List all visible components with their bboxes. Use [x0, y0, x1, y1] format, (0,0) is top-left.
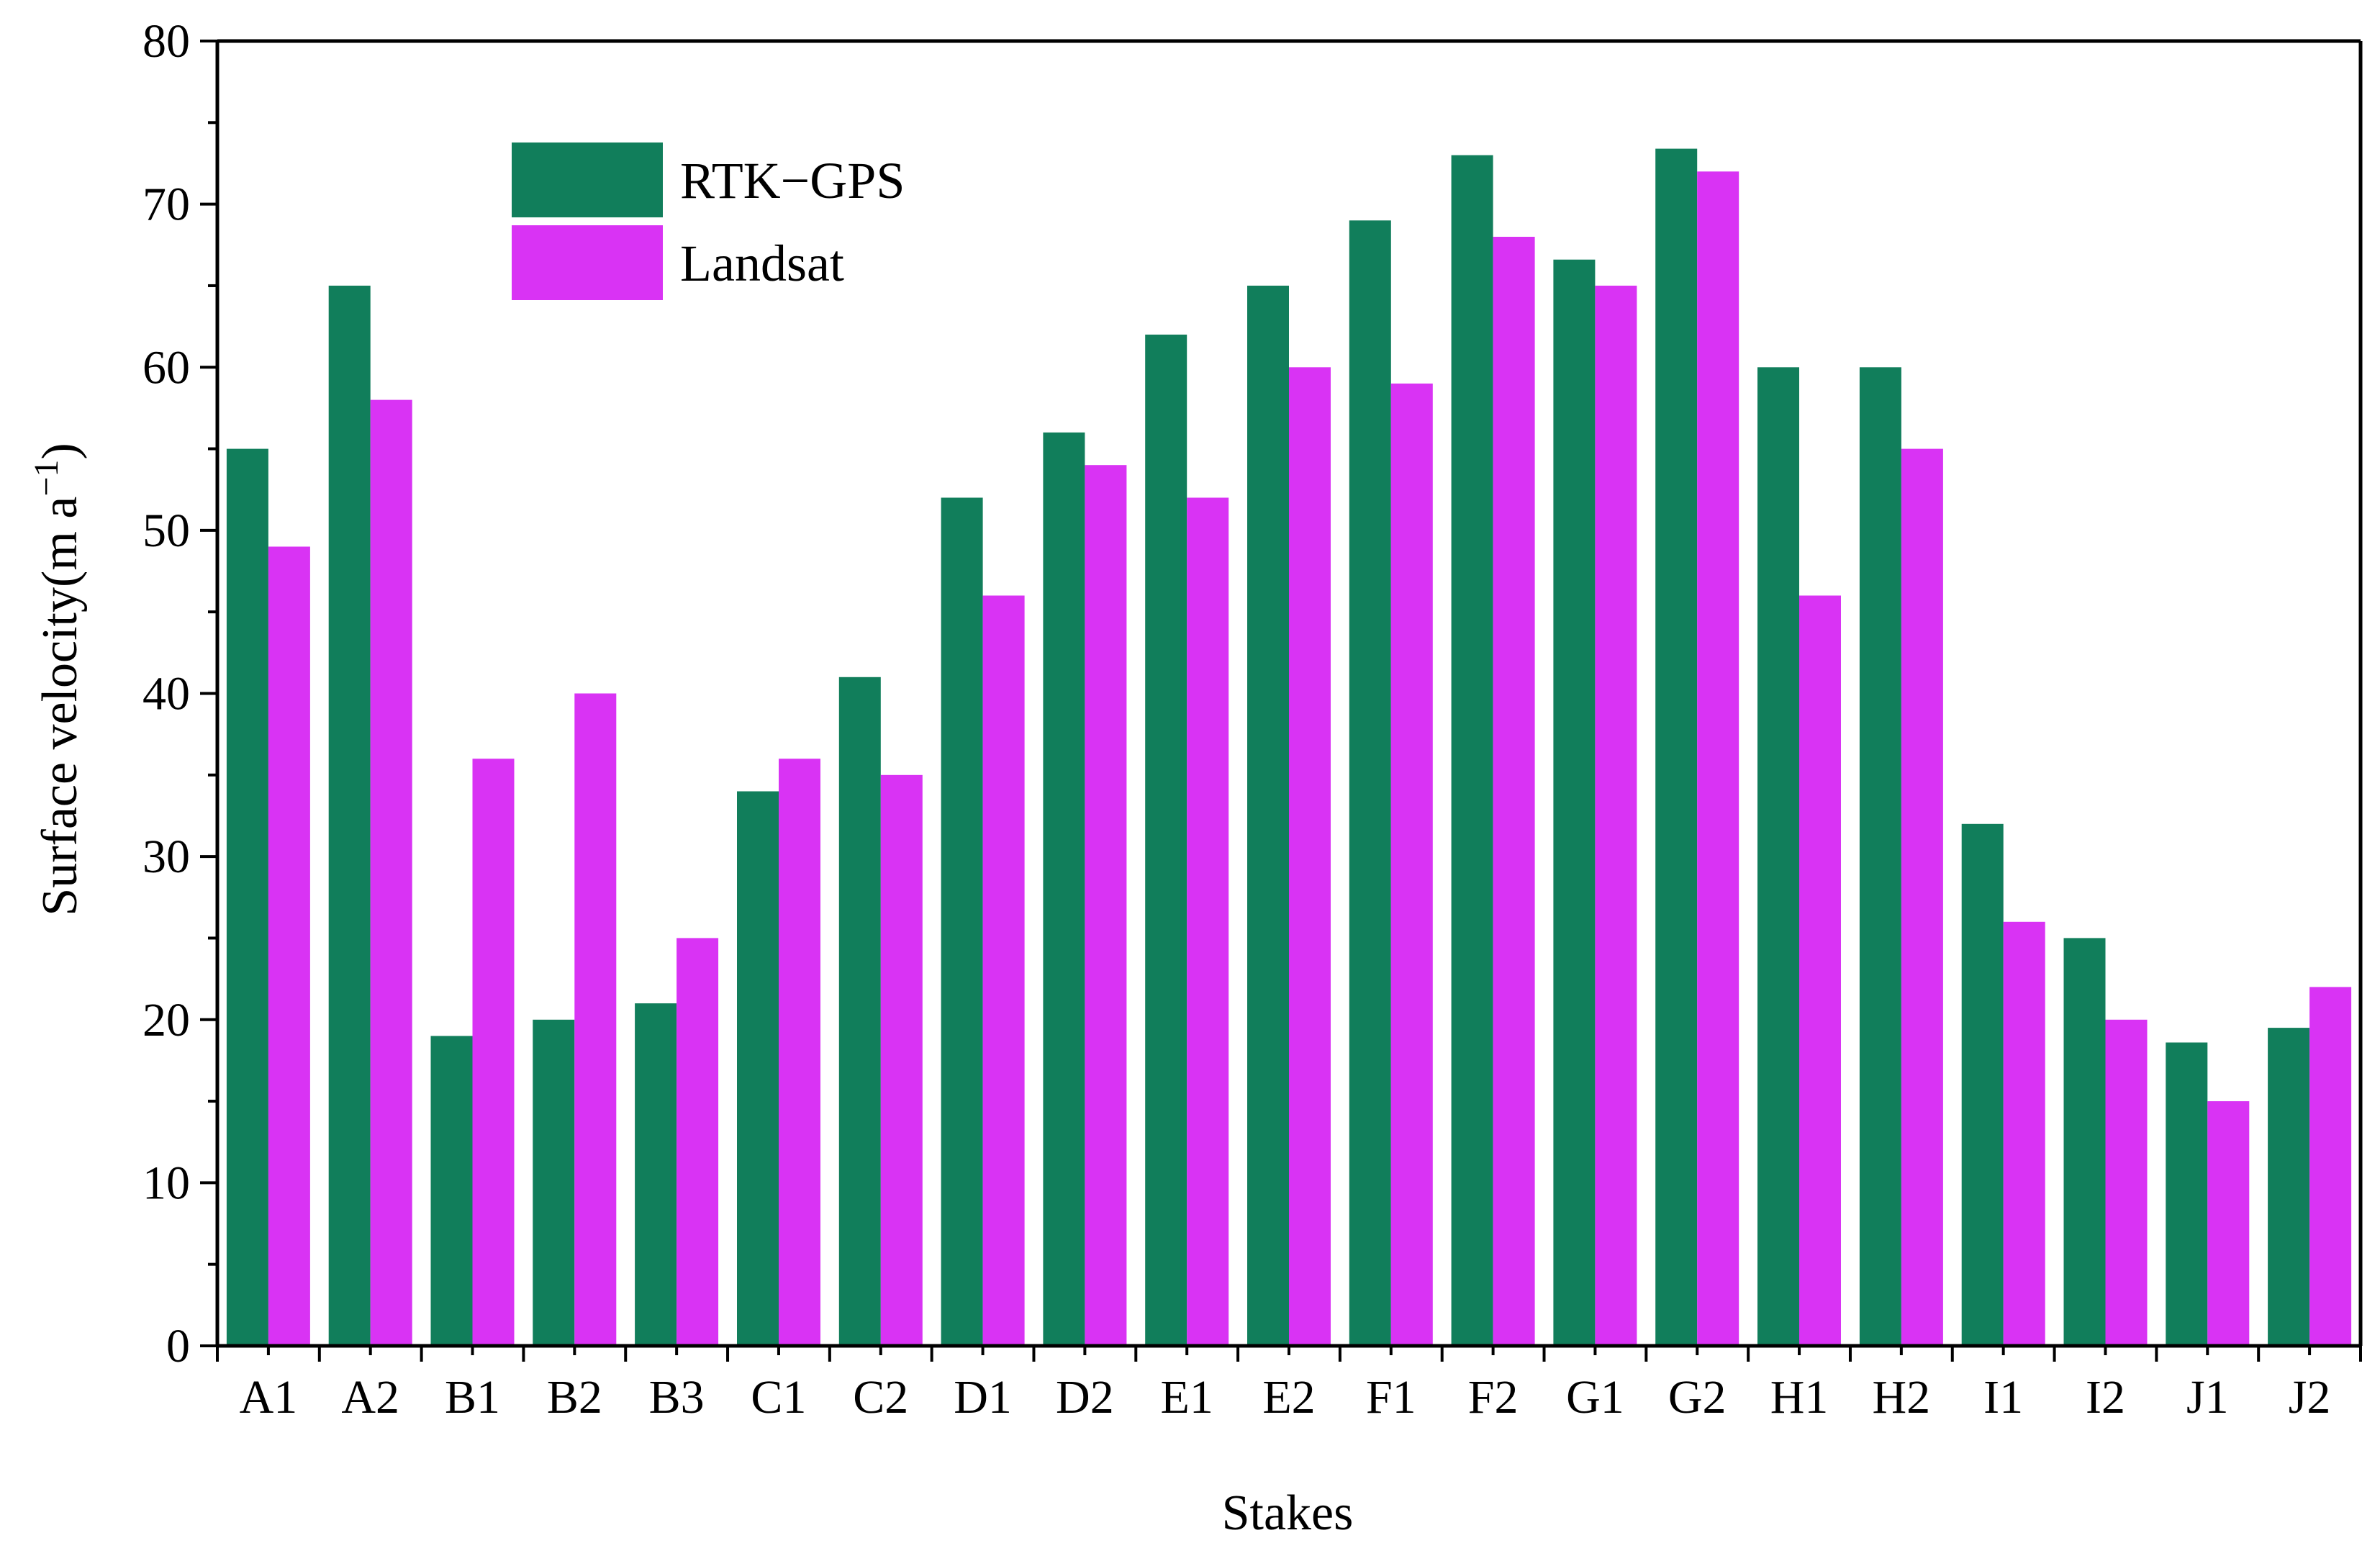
bar-landsat-i2 — [2105, 1019, 2148, 1347]
x-tick-label-h1: H1 — [1770, 1371, 1829, 1424]
bar-rtk-gps-g2 — [1655, 148, 1698, 1347]
bar-landsat-b3 — [677, 938, 719, 1346]
bar-rtk-gps-d2 — [1043, 432, 1085, 1346]
y-tick-label: 60 — [142, 341, 190, 394]
bar-landsat-b2 — [574, 693, 617, 1346]
x-tick-label-b3: B3 — [649, 1371, 705, 1424]
x-tick-label-d2: D2 — [1056, 1371, 1114, 1424]
bar-rtk-gps-h1 — [1757, 367, 1799, 1347]
x-tick-label-i1: I1 — [1983, 1371, 2023, 1424]
legend-label-rtk-gps: RTK−GPS — [680, 152, 905, 209]
bar-rtk-gps-i2 — [2063, 938, 2106, 1346]
bar-landsat-a2 — [370, 399, 412, 1346]
bar-rtk-gps-a2 — [328, 285, 371, 1346]
bar-landsat-g1 — [1595, 285, 1637, 1346]
bar-landsat-a1 — [268, 546, 310, 1346]
bar-rtk-gps-c2 — [838, 677, 881, 1346]
bar-landsat-f2 — [1493, 237, 1535, 1346]
bar-landsat-h2 — [1901, 448, 1943, 1346]
bar-landsat-j2 — [2309, 987, 2352, 1346]
y-tick-label: 10 — [142, 1157, 190, 1209]
y-tick-label: 70 — [142, 178, 190, 231]
bar-landsat-i1 — [2003, 921, 2045, 1346]
x-tick-label-g1: G1 — [1566, 1371, 1624, 1424]
bar-landsat-d1 — [982, 595, 1025, 1346]
x-tick-label-j2: J2 — [2289, 1371, 2331, 1424]
x-tick-label-c1: C1 — [751, 1371, 806, 1424]
legend-swatch-landsat — [512, 225, 663, 300]
x-tick-label-b2: B2 — [547, 1371, 602, 1424]
x-tick-label-h2: H2 — [1873, 1371, 1931, 1424]
y-tick-label: 80 — [142, 15, 190, 68]
y-tick-label: 30 — [142, 831, 190, 883]
bar-landsat-e2 — [1289, 367, 1331, 1347]
x-tick-label-c2: C2 — [853, 1371, 908, 1424]
y-tick-label: 20 — [142, 994, 190, 1046]
x-tick-label-i2: I2 — [2086, 1371, 2125, 1424]
bar-landsat-h1 — [1799, 595, 1841, 1346]
bar-rtk-gps-e2 — [1247, 285, 1289, 1346]
axes-layer: 0 10 20 30 40 50 60 70 80 A1 A2 B1 B2 B3 C1 C2 D1 D2 E1 E2 F… — [142, 15, 2363, 1424]
bar-landsat-b1 — [472, 759, 515, 1346]
x-tick-label-f1: F1 — [1366, 1371, 1416, 1424]
bar-rtk-gps-i1 — [1961, 823, 2004, 1346]
bar-rtk-gps-a1 — [226, 448, 268, 1346]
x-tick-label-e2: E2 — [1262, 1371, 1315, 1424]
bar-rtk-gps-b1 — [430, 1036, 473, 1346]
x-tick-label-a2: A2 — [341, 1371, 399, 1424]
y-axis-title: Surface velocity(m a−1) — [27, 443, 88, 915]
bar-rtk-gps-j1 — [2166, 1042, 2208, 1346]
x-tick-label-e1: E1 — [1161, 1371, 1213, 1424]
bar-rtk-gps-j2 — [2268, 1028, 2310, 1346]
y-axis-title-superscript: −1 — [27, 460, 65, 497]
bar-landsat-e1 — [1187, 497, 1229, 1346]
bar-rtk-gps-h2 — [1859, 367, 1901, 1347]
bar-rtk-gps-g1 — [1553, 259, 1596, 1347]
bar-landsat-j1 — [2207, 1101, 2250, 1346]
x-axis-title: Stakes — [1222, 1485, 1354, 1541]
bar-rtk-gps-b3 — [635, 1003, 677, 1346]
x-tick-label-j1: J1 — [2186, 1371, 2229, 1424]
y-tick-label: 50 — [142, 505, 190, 557]
bar-landsat-c1 — [779, 759, 820, 1346]
legend: RTK−GPS Landsat — [512, 143, 905, 300]
bar-rtk-gps-e1 — [1145, 334, 1187, 1346]
bar-rtk-gps-f1 — [1349, 220, 1391, 1346]
y-axis-title-text: Surface velocity(m a — [32, 497, 88, 916]
x-tick-label-b1: B1 — [445, 1371, 500, 1424]
bars-layer — [226, 148, 2352, 1347]
bar-rtk-gps-d1 — [941, 497, 983, 1346]
bar-rtk-gps-b2 — [533, 1019, 575, 1347]
x-tick-label-d1: D1 — [954, 1371, 1012, 1424]
y-tick-label: 0 — [166, 1320, 190, 1372]
bar-landsat-c2 — [880, 774, 923, 1346]
bar-rtk-gps-c1 — [737, 791, 779, 1346]
bar-rtk-gps-f2 — [1451, 155, 1493, 1347]
x-tick-label-f2: F2 — [1468, 1371, 1519, 1424]
bar-landsat-f1 — [1390, 383, 1433, 1346]
legend-label-landsat: Landsat — [680, 235, 844, 292]
x-tick-label-a1: A1 — [240, 1371, 298, 1424]
y-tick-label: 40 — [142, 668, 190, 720]
legend-swatch-rtk-gps — [512, 143, 663, 217]
x-tick-label-g2: G2 — [1668, 1371, 1727, 1424]
bar-landsat-d2 — [1085, 465, 1127, 1347]
bar-landsat-g2 — [1697, 171, 1739, 1346]
y-axis-title-close: ) — [32, 443, 88, 459]
